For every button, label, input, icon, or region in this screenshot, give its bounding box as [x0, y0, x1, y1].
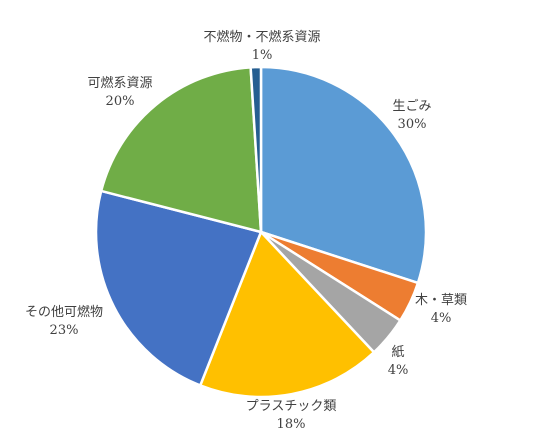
pie-slice-5: [94, 189, 263, 387]
slice-category-label: 不燃物・不燃系資源: [203, 29, 320, 45]
slice-category-label: 紙: [391, 345, 404, 360]
slice-label-3: 紙 4%: [388, 345, 409, 378]
slice-label-5: その他可燃物 23%: [25, 304, 103, 338]
slice-category-label: 可燃系資源: [87, 75, 152, 91]
pie-slice-6: [99, 66, 263, 234]
slice-category-label: その他可燃物: [25, 304, 103, 320]
slice-label-4: プラスチック類 18%: [246, 399, 337, 432]
pie-slice-4: [199, 230, 376, 399]
slice-category-label: 生ごみ: [392, 98, 431, 114]
slice-category-label: 木・草類: [415, 293, 467, 308]
slice-percent-label: 20%: [106, 94, 135, 109]
slice-percent-label: 18%: [277, 417, 306, 432]
slice-label-6: 可燃系資源 20%: [87, 75, 152, 109]
slice-percent-label: 4%: [431, 311, 452, 326]
slice-label-1: 生ごみ 30%: [392, 98, 431, 132]
slice-percent-label: 1%: [252, 48, 273, 63]
slices-layer: [94, 65, 428, 399]
pie-slice-1: [259, 65, 428, 285]
slice-percent-label: 23%: [50, 323, 79, 338]
slice-percent-label: 30%: [398, 117, 427, 132]
pie-slice-7: [249, 65, 263, 234]
slice-label-2: 木・草類 4%: [415, 293, 467, 326]
slice-label-7: 不燃物・不燃系資源 1%: [203, 29, 320, 63]
labels-layer: 生ごみ 30% 木・草類 4% 紙 4% プラスチック類 18% その他可燃物 23% 可燃系資源 2…: [25, 29, 467, 432]
slice-percent-label: 4%: [388, 363, 409, 378]
slice-category-label: プラスチック類: [246, 399, 337, 414]
